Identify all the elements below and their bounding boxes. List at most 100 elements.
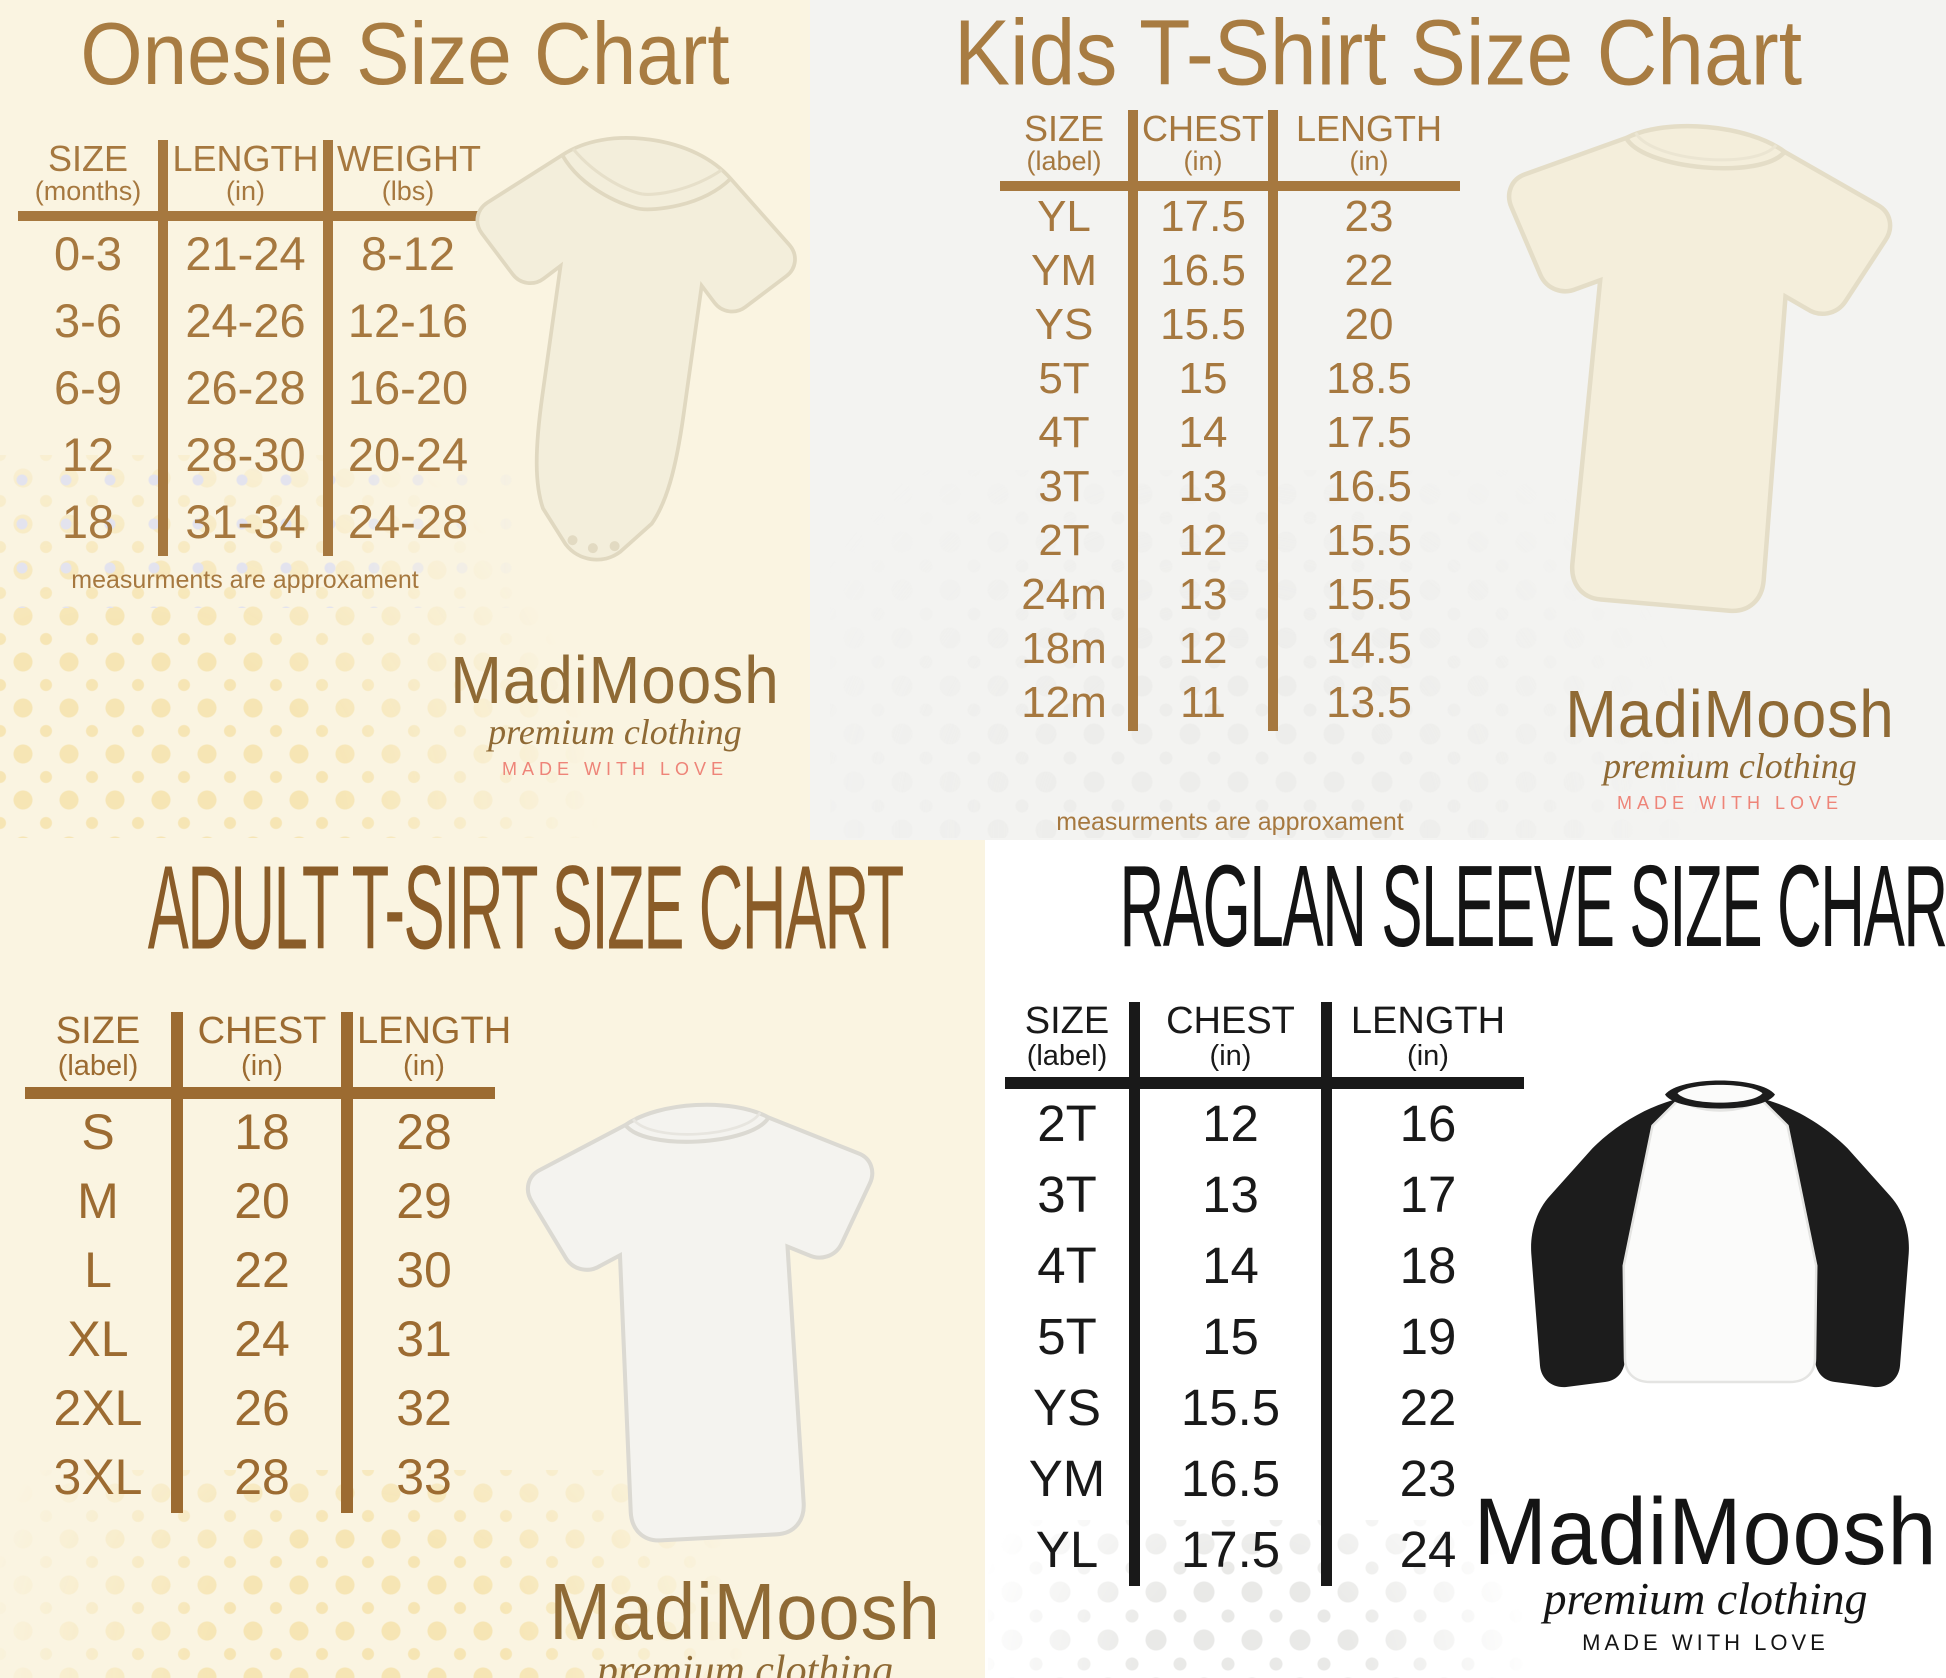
column-header: LENGTH (in) [1278,110,1460,191]
column-header-label: CHEST [197,1010,327,1052]
column-header-label: SIZE [1024,1000,1110,1042]
table-cell: 5T [1005,1301,1140,1373]
brand-motto: MADE WITH LOVE [501,759,728,779]
column-header-unit: (label) [1026,145,1102,176]
kids-chart-title: Kids T-Shirt Size Chart [953,0,1803,105]
column-header-unit: (in) [241,1049,283,1082]
onesie-image [475,136,797,562]
column-header: SIZE (months) [18,140,168,221]
column-header: WEIGHT (lbs) [333,140,483,221]
table-cell: 13.5 [1326,677,1412,727]
table-cell: 15 [1140,1301,1332,1373]
table-cell: 3T [1005,1159,1140,1231]
table-cell: 29 [396,1172,452,1229]
table-cell: 12 [1140,1088,1332,1160]
table-cell: 17 [1399,1165,1457,1223]
column-header-unit: (lbs) [381,175,435,206]
table-cell: 28 [396,1103,452,1160]
table-cell: 6-9 [18,354,168,422]
kids-size-table: SIZE (label) CHEST (in) LENGTH (in) YL 17.5 23 YM… [1000,110,1460,731]
brand-name: MadiMoosh [549,1566,941,1657]
table-cell: 17.5 [1140,1514,1332,1586]
onesie-size-table: SIZE (months) LENGTH (in) WEIGHT (lbs) 0-3 21-2… [18,140,483,556]
table-cell: 17.5 [1138,190,1278,245]
column-header-label: LENGTH [1350,1000,1506,1042]
table-cell: YM [1005,1443,1140,1515]
table-cell: 11 [1138,676,1278,731]
column-header-label: SIZE [55,1010,141,1052]
table-cell: 3-6 [18,287,168,355]
column-header-unit: (label) [57,1049,139,1082]
table-cell: 22 [183,1236,353,1306]
column-header: LENGTH (in) [353,1010,512,1099]
table-cell: 15.5 [1326,515,1412,565]
table-cell: 32 [396,1379,452,1436]
raglan-shirt-image [1531,1080,1909,1388]
table-cell: 24-28 [347,494,469,548]
table-cell: M [25,1167,183,1237]
brand-name: MadiMoosh [1565,677,1895,753]
column-header: SIZE (label) [1000,110,1138,191]
brand-logo: MadiMoosh premium clothing MADE WITH LOV… [515,1566,975,1678]
brand-motto: MADE WITH LOVE [1582,1630,1829,1655]
table-cell: 12 [18,421,168,489]
table-cell: 15.5 [1140,1372,1332,1444]
column-header-label: LENGTH [1295,108,1443,149]
table-cell: 18 [1399,1236,1457,1294]
table-cell: 15.5 [1138,298,1278,353]
column-header-unit: (in) [226,175,265,206]
table-cell: 16-20 [347,360,469,414]
table-cell: YL [1005,1514,1140,1586]
brand-motto: MADE WITH LOVE [1616,793,1843,813]
table-cell: 16.5 [1138,244,1278,299]
adult-size-table: SIZE (label) CHEST (in) LENGTH (in) S 18 28 M 20 29… [25,1010,512,1513]
table-cell: 19 [1399,1307,1457,1365]
table-cell: 13 [1138,460,1278,515]
column-header-unit: (months) [34,175,142,206]
column-header-label: CHEST [1142,108,1265,149]
table-cell: 15 [1138,352,1278,407]
table-cell: 31 [396,1310,452,1367]
table-cell: 30 [396,1241,452,1298]
adult-tshirt-image [525,1102,875,1543]
column-header-unit: (in) [1349,145,1389,176]
table-cell: 28-30 [168,421,333,489]
table-cell: 16 [1399,1094,1457,1152]
column-header: SIZE (label) [1005,1000,1140,1089]
table-cell: 4T [1000,406,1138,461]
measurement-note: measurments are approxament [1056,808,1404,836]
table-cell: 23 [1344,191,1394,241]
table-cell: 2T [1005,1088,1140,1160]
table-cell: 24m [1000,568,1138,623]
table-cell: 12 [1138,622,1278,677]
table-cell: 18m [1000,622,1138,677]
table-cell: 20 [183,1167,353,1237]
raglan-chart-title: RAGLAN SLEEVE SIZE CHART [1119,841,1946,972]
table-cell: 14 [1138,406,1278,461]
table-cell: 4T [1005,1230,1140,1302]
table-cell: 20 [1344,299,1394,349]
brand-logo: MadiMoosh premium clothing MADE WITH LOV… [1468,1483,1943,1655]
brand-name: MadiMoosh [450,643,780,719]
table-cell: 12-16 [347,293,469,347]
column-header-unit: (in) [1407,1039,1449,1072]
table-cell: 12 [1138,514,1278,569]
table-cell: 17.5 [1326,407,1412,457]
column-header-unit: (in) [403,1049,445,1082]
table-cell: 14.5 [1326,623,1412,673]
table-cell: 21-24 [168,220,333,288]
table-cell: L [25,1236,183,1306]
table-cell: 24-26 [168,287,333,355]
column-header-unit: (label) [1026,1039,1108,1072]
table-cell: 2T [1000,514,1138,569]
column-header: CHEST (in) [1140,1000,1332,1089]
raglan-size-table: SIZE (label) CHEST (in) LENGTH (in) 2T 12 16 3T 13… [1005,1000,1524,1586]
table-cell: 16.5 [1326,461,1412,511]
column-header-label: LENGTH [357,1010,512,1052]
measurement-note: measurments are approxament [71,566,419,594]
table-cell: 22 [1399,1378,1457,1436]
table-cell: 24 [183,1305,353,1375]
table-cell: 15.5 [1326,569,1412,619]
column-header-label: CHEST [1166,1000,1295,1042]
